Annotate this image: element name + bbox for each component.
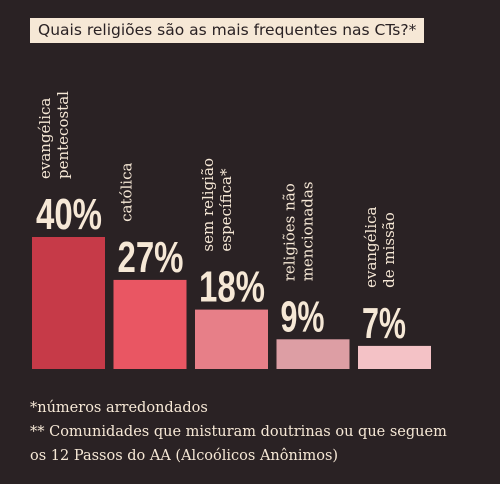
category-label-3: religiões não mencionadas xyxy=(281,181,317,281)
value-label-1: 27% xyxy=(118,233,184,282)
bar-2 xyxy=(195,309,268,369)
footnote-line-1: ** Comunidades que misturam doutrinas ou… xyxy=(30,424,447,440)
category-label-0-line-1: pentecostal xyxy=(54,91,72,179)
chart-notes: *números arredondados ** Comunidades que… xyxy=(30,396,447,468)
value-label-2: 18% xyxy=(199,263,265,312)
bar-4 xyxy=(358,345,431,369)
category-label-4: evangélica de missão xyxy=(362,206,398,287)
value-label-0: 40% xyxy=(36,190,102,239)
category-label-4-line-0: evangélica xyxy=(362,206,380,287)
category-label-0-line-0: evangélica xyxy=(36,98,54,179)
value-label-3: 9% xyxy=(281,292,325,341)
category-label-2: sem religião específica* xyxy=(199,158,235,252)
bar-0 xyxy=(32,237,105,369)
category-label-1-line-0: católica xyxy=(118,163,136,222)
rounding-note: *números arredondados xyxy=(30,400,208,416)
category-label-4-line-1: de missão xyxy=(380,212,398,288)
category-label-3-line-0: religiões não xyxy=(281,183,299,281)
category-label-1: católica xyxy=(118,163,136,222)
footnote-line-2: os 12 Passos do AA (Alcoólicos Anônimos) xyxy=(30,448,339,464)
category-label-2-line-1: específica* xyxy=(217,168,235,252)
category-label-0: evangélica pentecostal xyxy=(36,91,72,179)
bar-1 xyxy=(113,279,187,369)
chart-title: Quais religiões são as mais frequentes n… xyxy=(30,18,425,43)
category-label-3-line-1: mencionadas xyxy=(299,181,317,281)
category-label-2-line-0: sem religião xyxy=(199,158,217,252)
bar-3 xyxy=(276,339,350,369)
value-label-4: 7% xyxy=(362,299,406,348)
